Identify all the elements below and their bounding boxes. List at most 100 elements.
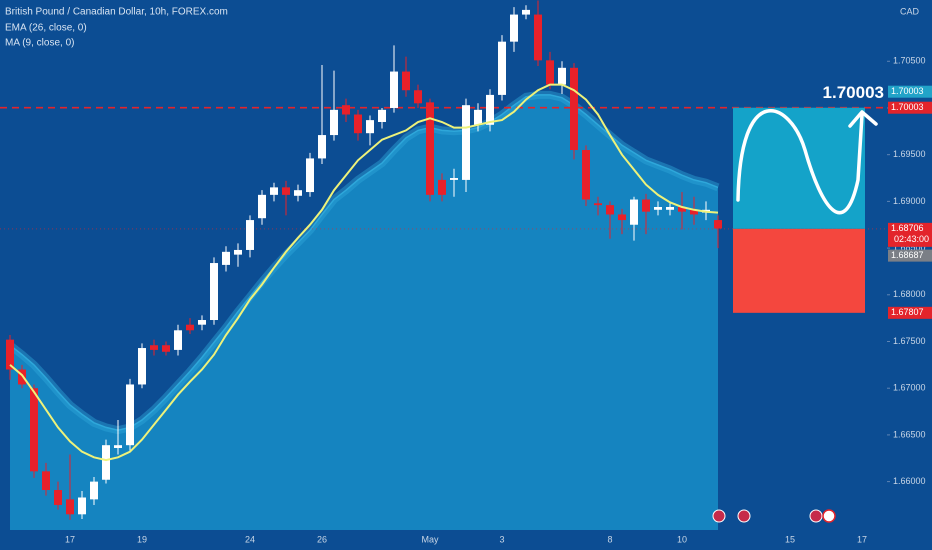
currency-label: CAD — [900, 6, 920, 16]
candle-body — [378, 109, 386, 122]
candle-body — [306, 158, 314, 193]
price-tag — [888, 306, 932, 319]
candle-body — [186, 324, 194, 331]
x-tick-label: 8 — [607, 534, 612, 544]
x-tick-label: May — [421, 534, 439, 544]
candle-body — [66, 499, 74, 515]
candle-body — [126, 384, 134, 446]
candle-body — [498, 41, 506, 95]
x-tick-label: 3 — [499, 534, 504, 544]
candle-body — [246, 220, 254, 250]
candle-body — [486, 94, 494, 125]
y-tick-label: 1.66500 — [893, 429, 926, 439]
candle-body — [510, 14, 518, 42]
y-tick-label: 1.68000 — [893, 289, 926, 299]
legend-entry[interactable]: MA (9, close, 0) — [5, 38, 74, 49]
candle-body — [714, 220, 722, 229]
candle-body — [438, 179, 446, 195]
candle-body — [294, 190, 302, 196]
candle-body — [690, 209, 698, 215]
y-tick-label: 1.67000 — [893, 383, 926, 393]
candle-body — [534, 14, 542, 61]
x-tick-label: 10 — [677, 534, 687, 544]
forecast-curve — [736, 109, 878, 215]
chart-title: British Pound / Canadian Dollar, 10h, FO… — [5, 7, 228, 18]
candle-body — [522, 9, 530, 15]
candle-body — [618, 214, 626, 221]
y-tick-label: 1.67500 — [893, 336, 926, 346]
candle-body — [450, 178, 458, 180]
x-tick-label: 17 — [65, 534, 75, 544]
countdown: 02:43:00 — [894, 234, 929, 244]
x-tick-label: 17 — [857, 534, 867, 544]
candle-body — [78, 497, 86, 515]
price-tag — [888, 101, 932, 114]
candle-body — [594, 203, 602, 206]
price-tag — [888, 222, 932, 247]
candle-body — [642, 199, 650, 212]
candle-body — [30, 388, 38, 472]
candle-body — [678, 206, 686, 212]
candle-body — [270, 187, 278, 195]
candle-body — [138, 348, 146, 385]
candle-body — [162, 345, 170, 352]
x-tick-label: 19 — [137, 534, 147, 544]
y-tick-label: 1.68500 — [893, 242, 926, 252]
candle-body — [54, 490, 62, 505]
candle-body — [426, 102, 434, 195]
x-tick-label: 24 — [245, 534, 255, 544]
candle-body — [234, 249, 242, 255]
x-tick-label: 15 — [785, 534, 795, 544]
price-tag-label: 1.68706 — [891, 223, 924, 233]
position-stop — [733, 228, 865, 313]
candle-body — [582, 150, 590, 200]
y-tick-label: 1.69500 — [893, 149, 926, 159]
y-tick-label: 1.69000 — [893, 196, 926, 206]
ema-area — [10, 94, 718, 531]
x-tick-label: 26 — [317, 534, 327, 544]
candle-body — [342, 105, 350, 115]
y-tick-label: 1.70500 — [893, 56, 926, 66]
candle-body — [210, 263, 218, 321]
price-tag-label: 1.70003 — [891, 102, 924, 112]
curve-stroke — [848, 110, 878, 128]
candle-body — [354, 114, 362, 134]
candle-body — [42, 471, 50, 491]
candle-body — [462, 105, 470, 180]
candle-body — [402, 71, 410, 91]
plot-area — [0, 0, 890, 531]
candle-body — [558, 67, 566, 85]
candle-body — [282, 187, 290, 195]
price-tag — [888, 85, 932, 98]
price-tag — [888, 249, 932, 262]
event-flags[interactable] — [712, 509, 836, 523]
position-target — [733, 107, 865, 229]
candle-body — [258, 194, 266, 219]
candle-body — [570, 67, 578, 151]
legend-entry[interactable]: EMA (26, close, 0) — [5, 23, 87, 34]
candle-body — [330, 109, 338, 136]
candle-body — [654, 206, 662, 210]
price-tag-label: 1.67807 — [891, 307, 924, 317]
candle-body — [18, 369, 26, 385]
candle-body — [666, 206, 674, 210]
candle-body — [6, 339, 14, 370]
price-tag-label: 1.68687 — [891, 250, 924, 260]
ma-line — [9, 83, 719, 462]
candle-body — [606, 205, 614, 215]
candle-body — [198, 320, 206, 325]
candle-body — [150, 345, 158, 350]
candle-body — [366, 120, 374, 134]
candle-body — [102, 445, 110, 480]
candle-body — [630, 199, 638, 225]
candle-body — [390, 71, 398, 108]
candle-body — [90, 481, 98, 500]
y-tick-label: 1.66000 — [893, 476, 926, 486]
candle-body — [546, 60, 554, 85]
candle-body — [414, 90, 422, 104]
curve-stroke — [736, 109, 864, 215]
price-tag-label: 1.70003 — [891, 86, 924, 96]
candle-body — [474, 109, 482, 125]
